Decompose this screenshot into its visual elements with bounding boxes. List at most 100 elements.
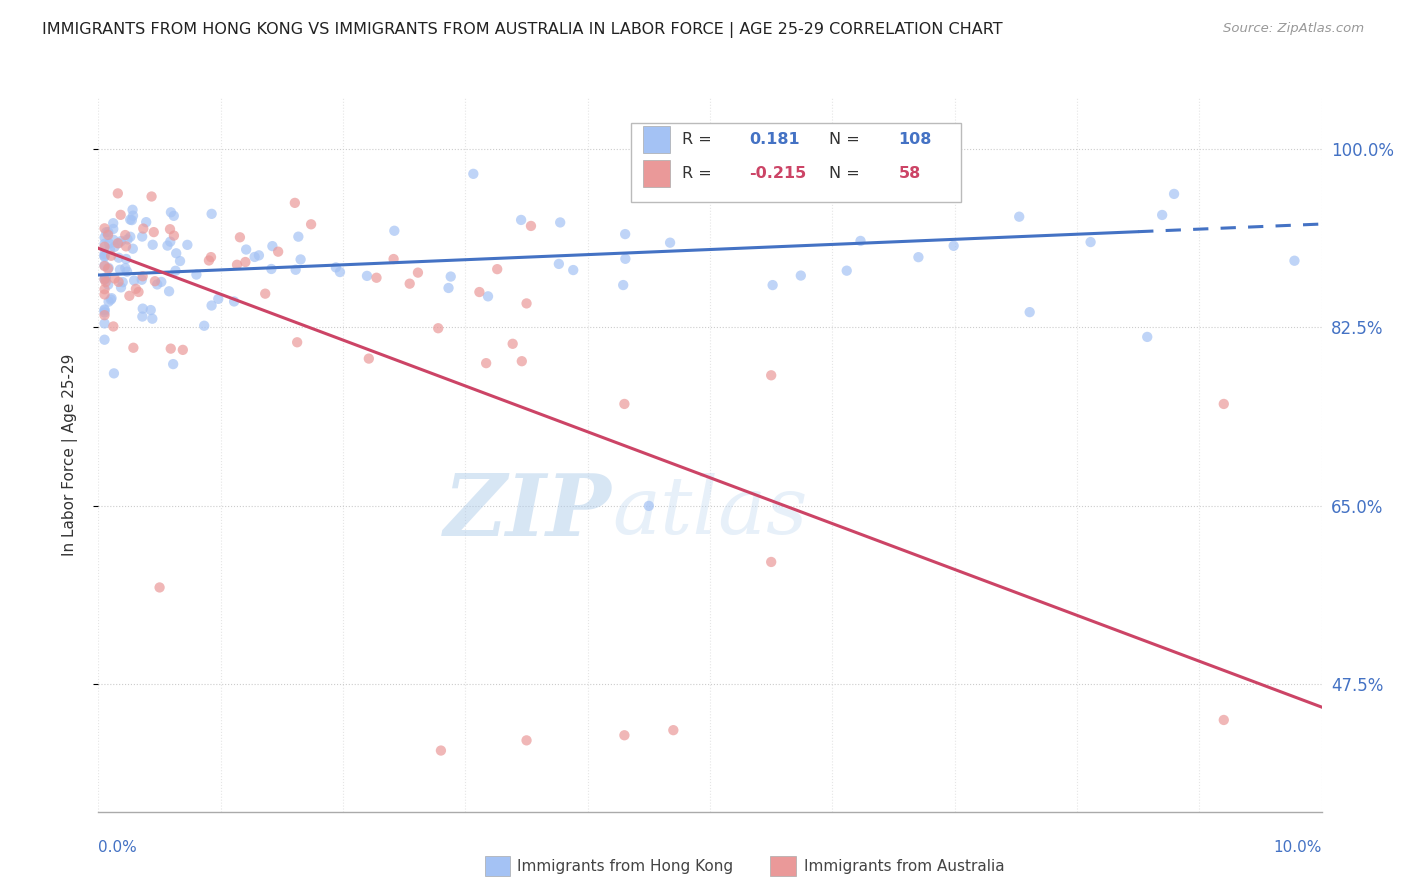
Point (430, 743, 453, 757)
Text: 108: 108 (898, 132, 932, 147)
Point (614, 227, 637, 241)
Point (111, 275, 134, 289)
Point (115, 239, 138, 253)
Point (93, 305, 115, 319)
Point (103, 271, 125, 285)
Point (128, 285, 150, 299)
Point (172, 343, 194, 357)
Point (97, 294, 120, 309)
Point (97, 261, 120, 276)
Point (247, 248, 270, 262)
Point (835, 263, 858, 277)
Point (139, 303, 162, 318)
Point (93, 247, 115, 261)
Point (131, 229, 153, 244)
Point (93, 287, 115, 301)
Point (762, 278, 785, 293)
Point (114, 228, 136, 243)
FancyBboxPatch shape (643, 126, 669, 153)
Point (93, 236, 115, 251)
Text: atlas: atlas (612, 474, 807, 550)
Text: Immigrants from Australia: Immigrants from Australia (804, 859, 1005, 873)
Point (463, 167, 485, 181)
Point (510, 213, 533, 227)
Point (121, 213, 143, 227)
Point (159, 222, 181, 236)
Point (162, 357, 184, 371)
Point (132, 221, 155, 235)
Point (169, 254, 191, 268)
Point (93, 249, 115, 263)
Point (131, 273, 153, 287)
Text: 0.0%: 0.0% (98, 840, 138, 855)
Point (110, 234, 132, 248)
Point (100, 293, 122, 307)
Point (108, 262, 131, 277)
Point (103, 367, 125, 381)
Point (200, 250, 222, 264)
Point (160, 205, 183, 219)
Point (159, 342, 181, 356)
Text: N =: N = (828, 132, 865, 147)
Point (93, 221, 115, 235)
Point (262, 239, 284, 253)
Point (121, 242, 143, 256)
Point (1080, 235, 1102, 249)
Point (156, 238, 179, 252)
Point (93, 259, 115, 273)
Y-axis label: In Labor Force | Age 25-29: In Labor Force | Age 25-29 (62, 354, 77, 556)
Point (287, 229, 309, 244)
Point (1008, 210, 1031, 224)
Point (366, 270, 388, 285)
Point (486, 262, 509, 277)
Point (97, 260, 120, 275)
Point (200, 299, 222, 313)
Point (1212, 397, 1234, 411)
Point (1018, 305, 1040, 319)
Point (103, 240, 125, 254)
Point (165, 264, 187, 278)
Point (613, 397, 636, 411)
Point (356, 268, 378, 283)
Point (93, 333, 115, 347)
Point (100, 291, 122, 305)
Point (520, 219, 543, 233)
Point (267, 244, 290, 259)
Point (290, 252, 312, 267)
Point (122, 341, 145, 355)
Point (516, 296, 538, 310)
Point (502, 336, 524, 351)
Point (93, 308, 115, 322)
Point (143, 274, 166, 288)
Point (229, 230, 252, 244)
FancyBboxPatch shape (643, 161, 669, 187)
Point (165, 246, 187, 260)
Point (135, 215, 157, 229)
Point (159, 235, 181, 249)
Point (94, 271, 117, 285)
Point (150, 275, 173, 289)
Point (299, 217, 322, 231)
Point (510, 354, 533, 368)
Point (107, 275, 129, 289)
Text: Source: ZipAtlas.com: Source: ZipAtlas.com (1223, 22, 1364, 36)
Point (562, 263, 585, 277)
Point (612, 278, 634, 293)
Point (141, 189, 163, 203)
Text: -0.215: -0.215 (749, 166, 807, 181)
Point (93, 282, 115, 296)
Point (157, 285, 180, 299)
Point (110, 280, 132, 294)
Point (547, 257, 569, 271)
Point (120, 229, 142, 244)
Point (243, 250, 266, 264)
Point (114, 261, 136, 276)
Point (285, 335, 308, 350)
Point (93, 272, 115, 286)
Text: 58: 58 (898, 166, 921, 181)
Point (98, 236, 121, 251)
Text: 10.0%: 10.0% (1274, 840, 1322, 855)
Point (235, 243, 257, 257)
Point (96, 225, 118, 239)
Point (659, 235, 682, 250)
